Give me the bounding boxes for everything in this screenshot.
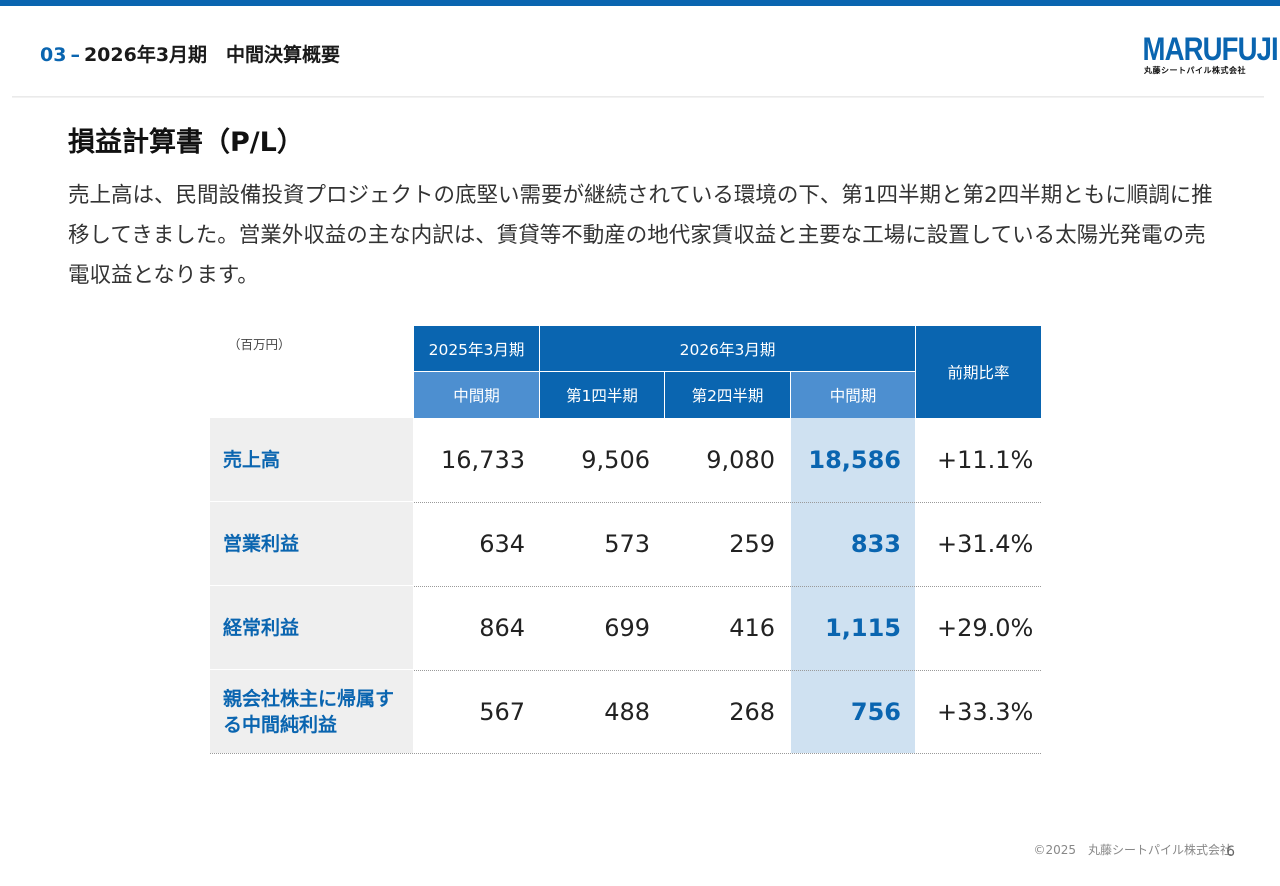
cell-ord-q1: 699 [604,613,650,642]
page-number: 6 [1226,844,1235,860]
cell-ord-ratio: +29.0% [937,613,1034,642]
row-label-sales: 売上高 [210,418,413,501]
cell-op-curr: 833 [850,529,901,558]
cell-sales-curr: 18,586 [808,445,901,474]
row-divider [210,670,1041,671]
page-header-title: 03–2026年3月期 中間決算概要 [40,40,340,67]
cell-sales-q1: 9,506 [581,445,650,474]
cell-op-prev: 634 [479,529,525,558]
section-title: 損益計算書（P/L） [68,127,304,158]
header-divider [12,96,1264,98]
cell-net-prev: 567 [479,697,525,726]
logo-brand: MARUFUJI [1142,31,1279,67]
row-divider [210,586,1041,587]
header-fy2025: 2025年3月期 [414,326,539,371]
row-label-operating-profit: 営業利益 [210,502,413,585]
cell-net-q2: 268 [729,697,775,726]
cell-sales-ratio: +11.1% [937,445,1034,474]
footer-copyright: ©2025 丸藤シートパイル株式会社 [1033,843,1232,857]
subheader-curr-interim: 中間期 [791,372,915,418]
cell-op-q2: 259 [729,529,775,558]
section-dash: – [70,44,80,66]
cell-sales-prev: 16,733 [441,445,525,474]
cell-ord-q2: 416 [729,613,775,642]
description-text: 売上高は、民間設備投資プロジェクトの底堅い需要が継続されている環境の下、第1四半… [68,183,1213,288]
cell-net-ratio: +33.3% [937,697,1034,726]
cell-op-ratio: +31.4% [937,529,1034,558]
row-label-ordinary-profit: 経常利益 [210,586,413,669]
table-bottom-border [210,753,1041,754]
subheader-q2: 第2四半期 [665,372,790,418]
unit-label: （百万円） [228,337,291,352]
cell-net-curr: 756 [850,697,901,726]
header-yoy-ratio: 前期比率 [916,326,1041,418]
subheader-q1: 第1四半期 [540,372,664,418]
header-fy2026: 2026年3月期 [540,326,915,371]
logo-company-name: 丸藤シートパイル株式会社 [1144,66,1246,75]
cell-ord-curr: 1,115 [825,613,901,642]
row-divider [210,502,1041,503]
highlight-column [791,418,915,753]
cell-sales-q2: 9,080 [706,445,775,474]
row-label-net-income: 親会社株主に帰属する中間純利益 [210,670,413,753]
section-number: 03 [40,44,67,66]
top-accent-bar [0,0,1280,6]
cell-ord-prev: 864 [479,613,525,642]
cell-net-q1: 488 [604,697,650,726]
cell-op-q1: 573 [604,529,650,558]
subheader-prev-interim: 中間期 [414,372,539,418]
header-title-text: 2026年3月期 中間決算概要 [83,44,341,66]
company-logo: MARUFUJI 丸藤シートパイル株式会社 [1134,31,1279,76]
